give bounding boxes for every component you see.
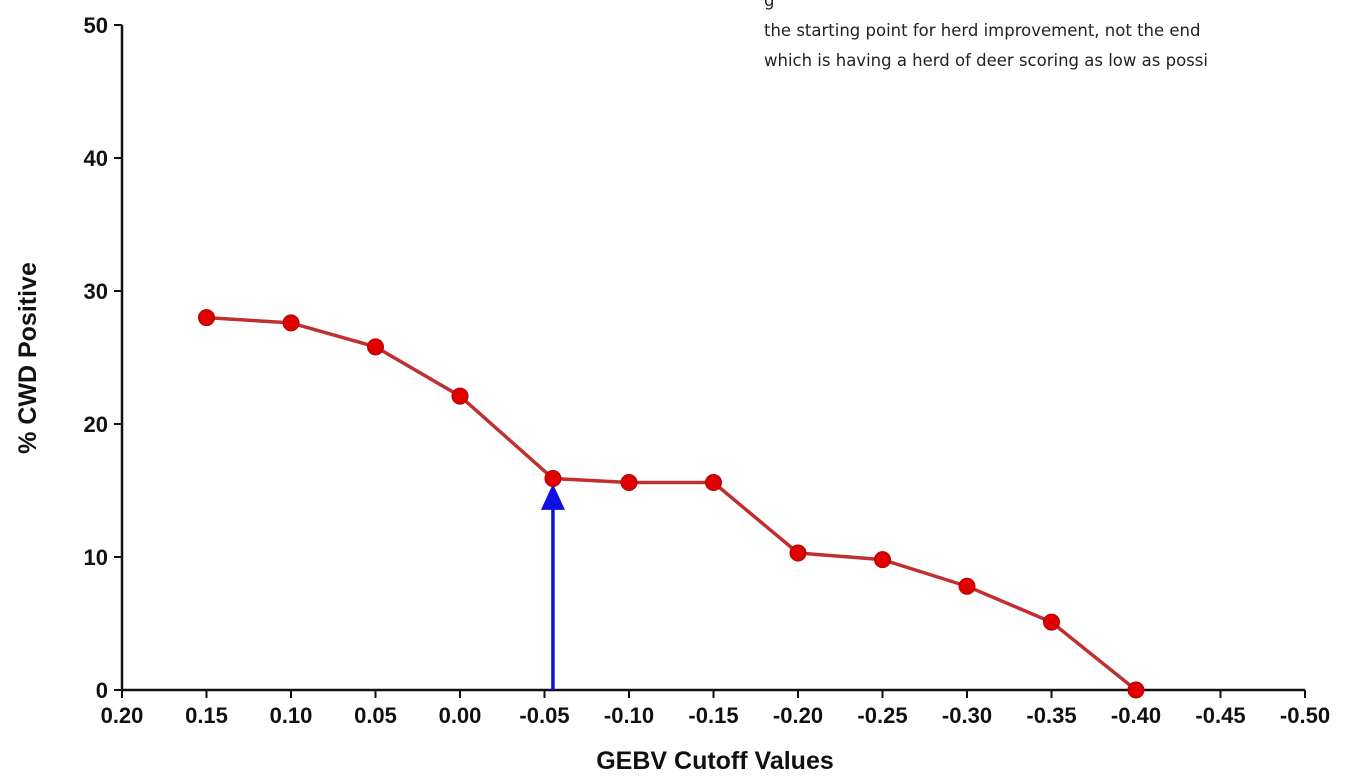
- data-point: [451, 387, 469, 405]
- y-tick-label: 0: [96, 678, 108, 703]
- series-line: [206, 315, 1138, 692]
- x-tick-label: -0.10: [604, 703, 654, 728]
- data-point: [958, 577, 976, 595]
- x-tick-label: -0.50: [1280, 703, 1330, 728]
- y-tick-label: 10: [84, 545, 108, 570]
- y-tick-label: 50: [84, 13, 108, 38]
- x-axis-title: GEBV Cutoff Values: [596, 747, 834, 775]
- x-tick-label: -0.35: [1026, 703, 1076, 728]
- y-tick-label: 40: [84, 146, 108, 171]
- x-tick-label: -0.30: [942, 703, 992, 728]
- axes: [120, 25, 1305, 692]
- series: [198, 309, 1145, 699]
- x-tick-label: 0.15: [185, 703, 228, 728]
- x-tick-label: -0.40: [1111, 703, 1161, 728]
- x-tick-label: 0.00: [439, 703, 482, 728]
- x-tick-label: 0.05: [354, 703, 397, 728]
- data-point: [1127, 681, 1145, 699]
- data-point: [282, 314, 300, 332]
- y-tick-label: 20: [84, 412, 108, 437]
- overlay-article-text: g the starting point for herd improvemen…: [764, 0, 1349, 76]
- data-point: [198, 309, 215, 327]
- arrow-head: [540, 483, 565, 510]
- data-point: [620, 474, 638, 492]
- overlay-text-line-2: the starting point for herd improvement,…: [764, 21, 1201, 40]
- annotations: [540, 483, 565, 690]
- data-point: [789, 544, 807, 562]
- overlay-text-line-1: g: [764, 0, 775, 10]
- data-point: [874, 551, 891, 569]
- x-tick-label: -0.20: [773, 703, 823, 728]
- overlay-text-line-3: which is having a herd of deer scoring a…: [764, 51, 1208, 70]
- data-point: [544, 470, 562, 488]
- y-axis-title: % CWD Positive: [14, 262, 42, 454]
- x-tick-label: 0.20: [101, 703, 144, 728]
- x-tick-label: -0.15: [688, 703, 738, 728]
- x-tick-label: 0.10: [270, 703, 313, 728]
- x-tick-label: -0.25: [857, 703, 907, 728]
- data-point: [705, 474, 722, 492]
- ticks: 0.20 0.15 0.10 0.05 0.00 -0.05 -0.10 -0.15 -0.20…: [84, 13, 1331, 728]
- data-point: [1043, 613, 1060, 631]
- x-tick-label: -0.45: [1195, 703, 1245, 728]
- y-tick-label: 30: [84, 279, 108, 304]
- data-point: [367, 338, 384, 356]
- x-tick-label: -0.05: [519, 703, 569, 728]
